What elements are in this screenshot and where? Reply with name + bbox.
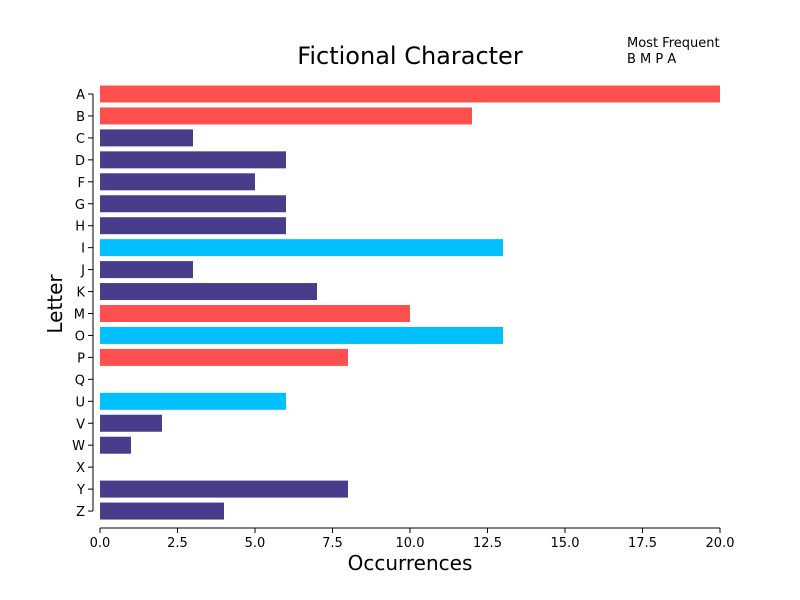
bar-k: [100, 283, 317, 301]
bar-f: [100, 173, 255, 191]
bar-w: [100, 436, 131, 454]
x-axis-ticks: 0.0 2.5 5.0 7.5 10.0 12.5 15.0 17.5 20.0: [90, 528, 735, 551]
annotation-letters: B M P A: [627, 52, 676, 67]
bar-o: [100, 326, 503, 344]
bar-c: [100, 129, 193, 147]
bars-group: [100, 85, 720, 520]
y-tick-label: Z: [76, 505, 85, 520]
y-axis-title: Letter: [43, 274, 67, 334]
bar-d: [100, 151, 286, 169]
y-tick-label: I: [81, 242, 85, 257]
x-tick-label: 20.0: [706, 536, 735, 551]
x-tick-label: 7.5: [322, 536, 343, 551]
bar-m: [100, 305, 410, 322]
y-tick-label: D: [75, 154, 85, 169]
y-tick-label: Q: [75, 373, 85, 388]
y-tick-label: H: [75, 220, 85, 235]
y-tick-label: M: [74, 308, 85, 323]
bar-z: [100, 502, 224, 520]
y-tick-label: P: [77, 351, 85, 366]
y-tick-label: K: [76, 286, 85, 301]
x-tick-label: 17.5: [628, 536, 657, 551]
x-tick-label: 10.0: [396, 536, 425, 551]
x-axis-title: Occurrences: [348, 551, 473, 575]
x-tick-label: 5.0: [245, 536, 266, 551]
x-tick-label: 12.5: [473, 536, 502, 551]
bar-j: [100, 261, 193, 279]
bar-i: [100, 239, 503, 257]
y-tick-label: J: [80, 264, 85, 279]
bar-b: [100, 107, 472, 125]
x-tick-label: 15.0: [551, 536, 580, 551]
chart-title: Fictional Character: [297, 42, 523, 70]
y-tick-label: F: [78, 176, 85, 191]
bar-g: [100, 195, 286, 213]
bar-v: [100, 414, 162, 432]
annotation-title: Most Frequent: [627, 36, 720, 51]
y-tick-label: O: [75, 329, 85, 344]
y-tick-label: Y: [76, 483, 85, 498]
bar-y: [100, 480, 348, 498]
y-tick-label: B: [76, 110, 85, 125]
x-tick-label: 0.0: [90, 536, 111, 551]
bar-a: [100, 85, 720, 103]
bar-h: [100, 217, 286, 235]
x-tick-label: 2.5: [167, 536, 188, 551]
y-tick-label: X: [76, 461, 85, 476]
y-tick-label: U: [75, 395, 85, 410]
bar-u: [100, 392, 286, 410]
y-tick-label: C: [76, 132, 85, 147]
bar-p: [100, 348, 348, 366]
y-tick-label: W: [72, 439, 85, 454]
y-tick-label: A: [76, 88, 85, 103]
y-tick-label: V: [76, 417, 85, 432]
y-tick-label: G: [75, 198, 85, 213]
